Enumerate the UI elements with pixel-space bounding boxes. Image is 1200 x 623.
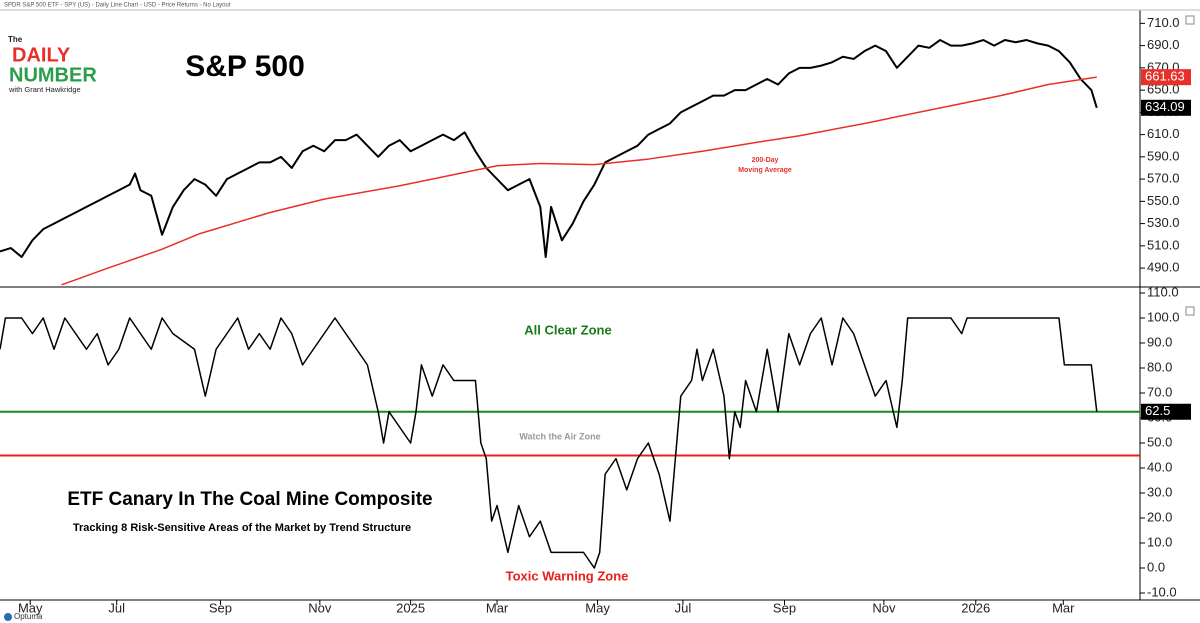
y-tick-label: 40.0 bbox=[1147, 459, 1172, 474]
y-tick-label: 0.0 bbox=[1147, 559, 1165, 574]
y-tick-label: 610.0 bbox=[1147, 126, 1180, 141]
y-tick-label: 10.0 bbox=[1147, 534, 1172, 549]
x-tick-label: May bbox=[585, 600, 610, 615]
panel-title: S&P 500 bbox=[185, 50, 305, 83]
x-tick-label: Nov bbox=[872, 600, 896, 615]
annotation: Watch the Air Zone bbox=[519, 431, 600, 441]
y-tick-label: 690.0 bbox=[1147, 37, 1180, 52]
y-tick-label: 590.0 bbox=[1147, 148, 1180, 163]
series-line bbox=[61, 76, 1097, 286]
chart-header: SPDR S&P 500 ETF - SPY (US) - Daily Line… bbox=[4, 3, 231, 9]
x-tick-label: Mar bbox=[1052, 600, 1075, 615]
y-tick-label: 90.0 bbox=[1147, 334, 1172, 349]
panel-icon[interactable] bbox=[1185, 15, 1195, 25]
y-tick-label: 80.0 bbox=[1147, 359, 1172, 374]
logo-text: NUMBER bbox=[9, 64, 97, 86]
y-tick-label: 110.0 bbox=[1147, 284, 1179, 299]
panel-subtitle: Tracking 8 Risk-Sensitive Areas of the M… bbox=[73, 522, 411, 534]
y-tick-label: 30.0 bbox=[1147, 484, 1172, 499]
series-line bbox=[0, 317, 1098, 569]
last-value-tag bbox=[1141, 403, 1191, 420]
x-tick-label: 2025 bbox=[396, 600, 425, 615]
y-tick-label: 550.0 bbox=[1147, 193, 1180, 208]
x-tick-label: Mar bbox=[486, 600, 509, 615]
y-tick-label: 710.0 bbox=[1147, 15, 1180, 30]
y-tick-label: 20.0 bbox=[1147, 509, 1172, 524]
last-value-tag bbox=[1141, 99, 1191, 116]
annotation: 200-Day bbox=[752, 157, 779, 164]
footer-text: Optuma bbox=[14, 612, 43, 621]
panel-icon[interactable] bbox=[1185, 306, 1195, 316]
y-tick-label: 70.0 bbox=[1147, 384, 1172, 399]
series-line bbox=[0, 39, 1098, 258]
y-tick-label: 570.0 bbox=[1147, 171, 1180, 186]
x-tick-label: 2026 bbox=[961, 600, 990, 615]
annotation: Toxic Warning Zone bbox=[506, 568, 629, 583]
annotation: Moving Average bbox=[738, 167, 792, 174]
last-value-label: 661.63 bbox=[1145, 69, 1185, 84]
y-tick-label: 510.0 bbox=[1147, 237, 1180, 252]
x-tick-label: Jul bbox=[108, 600, 125, 615]
x-tick-label: Nov bbox=[308, 600, 332, 615]
last-value-label: 634.09 bbox=[1145, 99, 1185, 114]
x-tick-label: Sep bbox=[773, 600, 796, 615]
y-tick-label: 530.0 bbox=[1147, 215, 1180, 230]
footer-logo bbox=[4, 613, 12, 621]
logo-text: The bbox=[8, 35, 23, 44]
x-tick-label: Jul bbox=[675, 600, 692, 615]
y-tick-label: -10.0 bbox=[1147, 584, 1177, 599]
panel-title: ETF Canary In The Coal Mine Composite bbox=[67, 489, 432, 510]
logo-text: with Grant Hawkridge bbox=[8, 85, 81, 94]
y-tick-label: 490.0 bbox=[1147, 260, 1180, 275]
x-tick-label: May bbox=[18, 600, 43, 615]
last-value-label: 62.5 bbox=[1145, 403, 1170, 418]
y-tick-label: 50.0 bbox=[1147, 434, 1172, 449]
logo-text: DAILY bbox=[12, 44, 71, 66]
y-tick-label: 100.0 bbox=[1147, 309, 1180, 324]
x-tick-label: Sep bbox=[209, 600, 232, 615]
last-value-tag bbox=[1141, 69, 1191, 86]
annotation: All Clear Zone bbox=[524, 322, 611, 337]
y-tick-label: 650.0 bbox=[1147, 82, 1180, 97]
